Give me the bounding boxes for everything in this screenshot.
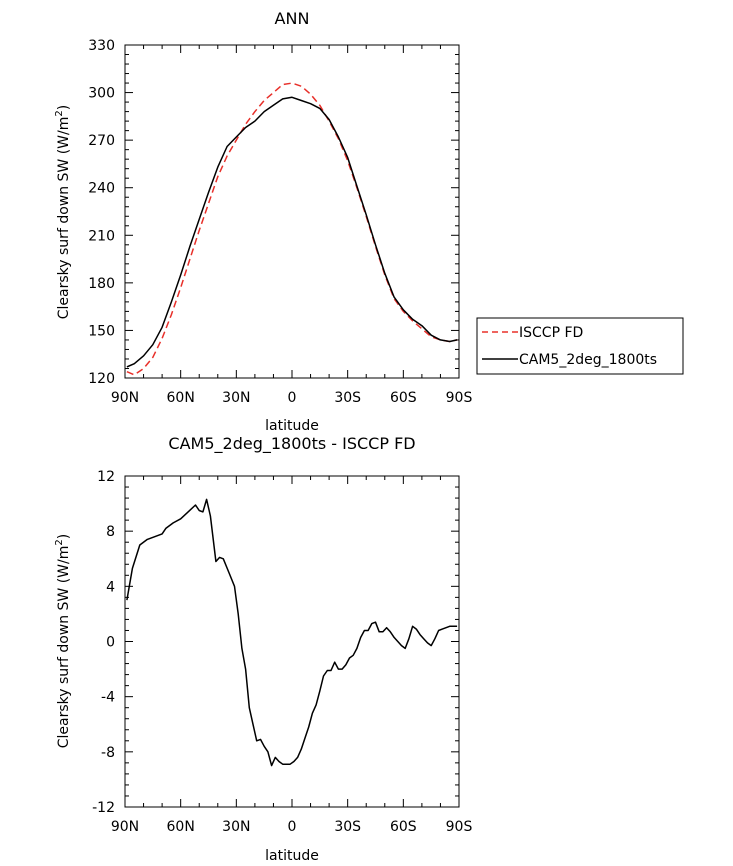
bottom-ytick-label: -4	[101, 690, 115, 706]
bottom-series-line-main	[126, 498, 458, 767]
bottom-xtick-label: 60S	[390, 819, 417, 835]
top-y-axis: 120 150 180 210 240 270 300 330	[88, 38, 459, 387]
top-xtick-label: 90S	[446, 390, 473, 406]
top-ytick-label: 150	[88, 323, 115, 339]
top-title: ANN	[275, 9, 310, 28]
top-ytick-label: 210	[88, 228, 115, 244]
top-y-axis-label: Clearsky surf down SW (W/m2)	[54, 105, 72, 319]
bottom-x-axis: 90N 60N 30N 0 30S 60S 90S	[111, 476, 473, 835]
bottom-xtick-label: 90N	[111, 819, 139, 835]
top-series-group	[126, 82, 458, 376]
top-x-axis-label: latitude	[265, 418, 319, 434]
top-panel: ANN 120 150 180 210 240 270 300 330 90N 60N 30N 0 3…	[54, 9, 472, 434]
top-series-line-isccp-fd	[126, 82, 458, 376]
legend-label-cam5: CAM5_2deg_1800ts	[519, 352, 657, 368]
top-xtick-label: 30S	[334, 390, 361, 406]
top-xtick-label: 30N	[222, 390, 250, 406]
bottom-xtick-label: 0	[288, 819, 297, 835]
top-ytick-label: 300	[88, 86, 115, 102]
bottom-xtick-label: 60N	[167, 819, 195, 835]
top-series-line-cam5	[126, 96, 458, 368]
bottom-ytick-label: 0	[106, 635, 115, 651]
top-ytick-label: 240	[88, 181, 115, 197]
bottom-y-axis-label: Clearsky surf down SW (W/m2)	[54, 534, 72, 748]
bottom-plot-frame	[124, 475, 460, 808]
top-xtick-label: 0	[288, 390, 297, 406]
bottom-ytick-label: 12	[97, 469, 115, 485]
bottom-xtick-label: 30N	[222, 819, 250, 835]
bottom-ytick-label: -8	[101, 745, 115, 761]
top-ytick-label: 120	[88, 371, 115, 387]
bottom-ytick-label: -12	[92, 800, 115, 816]
top-ytick-label: 330	[88, 38, 115, 54]
bottom-xtick-label: 30S	[334, 819, 361, 835]
bottom-series-group	[126, 498, 458, 767]
top-x-axis: 90N 60N 30N 0 30S 60S 90S	[111, 45, 473, 406]
top-ytick-label: 180	[88, 276, 115, 292]
bottom-x-axis-label: latitude	[265, 848, 319, 864]
legend-label-isccp: ISCCP FD	[519, 325, 583, 341]
bottom-ytick-label: 4	[106, 579, 115, 595]
bottom-xtick-label: 90S	[446, 819, 473, 835]
top-ytick-label: 270	[88, 133, 115, 149]
bottom-title: CAM5_2deg_1800ts - ISCCP FD	[168, 434, 415, 454]
bottom-panel: CAM5_2deg_1800ts - ISCCP FD -12 -8 -4 0 4 8 12…	[54, 434, 472, 864]
bottom-y-axis: -12 -8 -4 0 4 8 12	[92, 469, 459, 816]
top-plot-frame	[124, 44, 460, 379]
bottom-ytick-label: 8	[106, 524, 115, 540]
top-xtick-label: 60S	[390, 390, 417, 406]
legend: ISCCP FD CAM5_2deg_1800ts	[476, 317, 684, 375]
legend-box	[476, 317, 684, 375]
top-xtick-label: 60N	[167, 390, 195, 406]
top-xtick-label: 90N	[111, 390, 139, 406]
